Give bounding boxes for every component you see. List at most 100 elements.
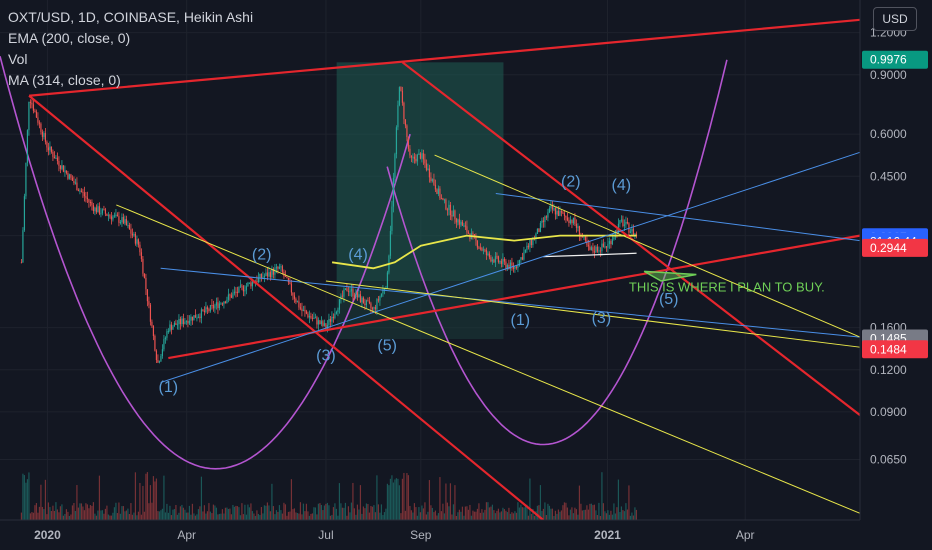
volume-bar (68, 515, 71, 520)
volume-bar (55, 502, 57, 520)
volume-bar (73, 502, 75, 520)
candle-body (97, 206, 99, 213)
candle-body (605, 246, 608, 248)
volume-bar (380, 504, 383, 520)
volume-bar (170, 515, 173, 520)
volume-bar (623, 511, 626, 520)
volume-bar (377, 504, 380, 520)
volume-bar (34, 505, 36, 520)
candle-body (130, 229, 132, 234)
candle-body (50, 146, 53, 152)
volume-bar (100, 510, 102, 520)
candle-body (397, 105, 399, 128)
volume-bar (577, 514, 579, 520)
volume-bar (508, 507, 510, 520)
candle-body (104, 209, 107, 214)
volume-bar (116, 513, 119, 520)
candle-body (59, 165, 62, 169)
candle-body (202, 309, 204, 311)
volume-bar (311, 513, 314, 520)
trend-lines[interactable] (28, 18, 861, 521)
volume-bar (545, 515, 548, 520)
candle-body (550, 205, 552, 209)
candle-body (574, 217, 576, 224)
long-position-zone[interactable] (336, 62, 504, 340)
volume-bar (257, 513, 260, 520)
candle-body (460, 221, 462, 225)
candle-body (88, 199, 90, 202)
volume-bar (235, 505, 237, 520)
volume-bar (461, 506, 464, 520)
candle-body (223, 301, 225, 305)
volume-bar (385, 508, 387, 520)
candle-body (325, 323, 327, 329)
volume-bar (46, 514, 48, 520)
volume-bar (448, 506, 450, 520)
candle-body (409, 148, 411, 156)
volume-bar (278, 505, 281, 520)
volume-bar (292, 509, 294, 520)
time-axis[interactable]: 2020 Apr Jul Sep 2021 Apr (0, 519, 860, 550)
volume-bar (634, 507, 636, 520)
volume-bar (298, 513, 300, 520)
wave-label: (3) (316, 347, 336, 364)
candle-body (287, 277, 290, 283)
candle-body (238, 286, 240, 293)
candle-body (155, 350, 158, 361)
candle-body (316, 317, 318, 325)
candle-body (229, 294, 231, 296)
candle-body (365, 300, 368, 306)
candle-body (509, 262, 512, 270)
volume-bar (169, 505, 171, 520)
volume-bar (86, 504, 89, 520)
volume-bar (518, 507, 521, 520)
candle-body (56, 157, 59, 161)
candle-body (412, 156, 414, 158)
price-axis[interactable]: 1.20000.90000.60000.45000.30000.16000.12… (859, 0, 932, 550)
volume-bar (253, 513, 255, 520)
volume-bar (208, 503, 210, 520)
volume-bar (251, 511, 254, 520)
candle-body (266, 272, 269, 277)
candle-body (110, 216, 113, 220)
candle-body (124, 219, 126, 224)
candle-body (199, 316, 201, 319)
volume-bar (49, 507, 51, 520)
ema-indicator-label[interactable]: EMA (200, close, 0) (8, 30, 131, 46)
candle-body (401, 90, 404, 103)
volume-bar (193, 513, 195, 520)
symbol-title[interactable]: OXT/USD, 1D, COINBASE, Heikin Ashi (8, 9, 254, 25)
ma-indicator-label[interactable]: MA (314, close, 0) (8, 72, 121, 88)
volume-bar (433, 512, 435, 520)
volume-bar (455, 515, 458, 520)
wave-label: (5) (659, 291, 679, 308)
candle-body (256, 281, 258, 283)
volume-bar (446, 502, 449, 520)
candle-body (598, 250, 600, 252)
volume-bar (356, 504, 359, 520)
candle-body (350, 288, 353, 292)
price-axis-background (860, 0, 932, 550)
volume-bar (154, 481, 156, 520)
candle-body (269, 272, 272, 278)
candle-body (461, 221, 464, 226)
time-tick-label: Sep (410, 528, 432, 542)
volume-indicator-label[interactable]: Vol (8, 51, 28, 67)
candle-body (320, 321, 323, 325)
volume-bar (245, 514, 248, 520)
volume-bar (581, 510, 584, 520)
volume-bar (548, 505, 551, 520)
candle-body (403, 102, 405, 120)
volume-bar (338, 483, 341, 520)
candle-body (374, 307, 377, 310)
candle-body (634, 233, 636, 236)
currency-button[interactable]: USD (873, 7, 917, 31)
candle-body (302, 309, 305, 311)
volume-bar (535, 511, 537, 520)
candle-body (301, 308, 303, 311)
volume-bar (302, 503, 305, 520)
volume-bar (293, 508, 296, 520)
candle-body (296, 301, 299, 303)
candle-body (161, 349, 164, 357)
